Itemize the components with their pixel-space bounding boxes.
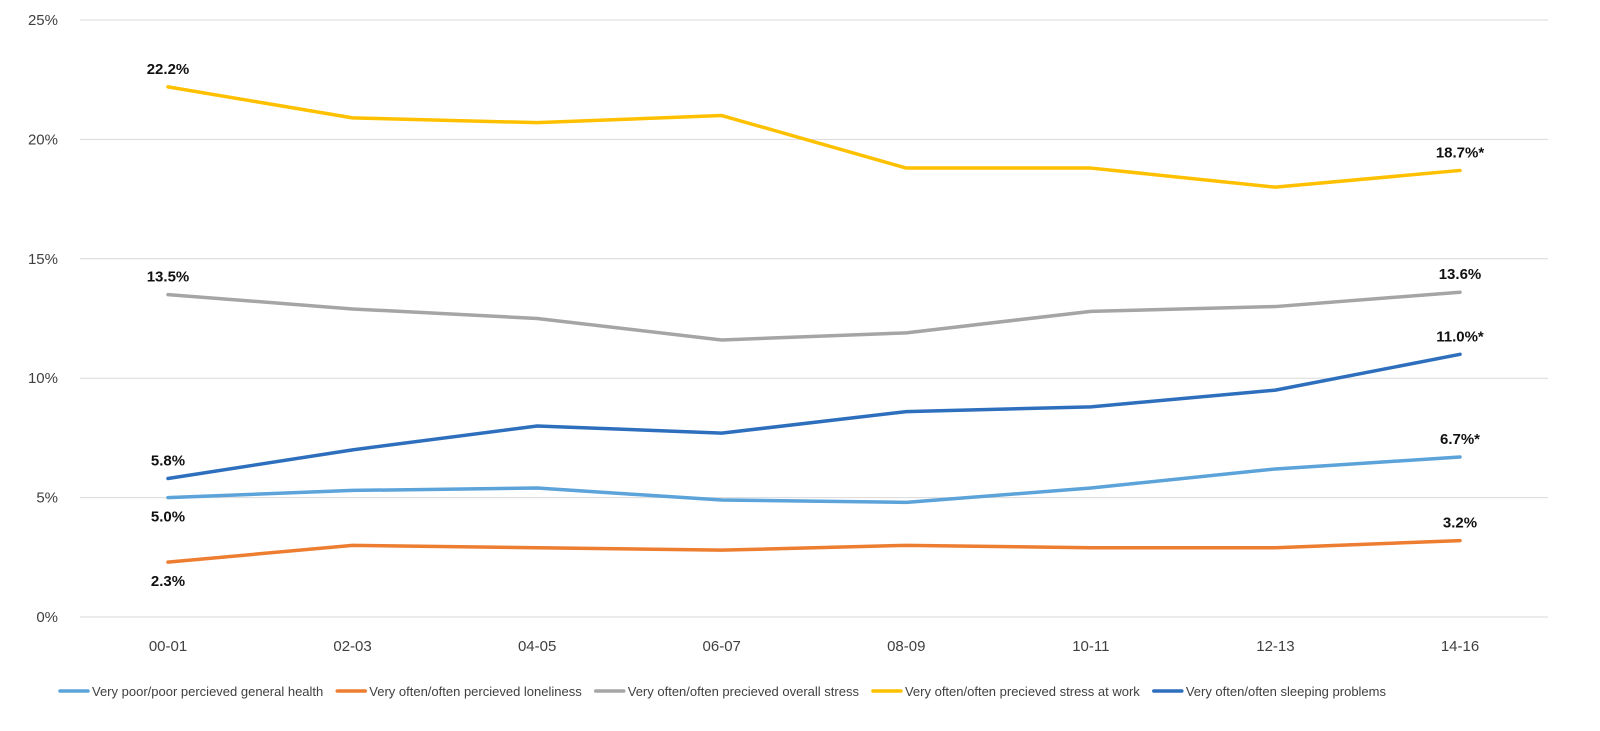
legend: Very poor/poor percieved general health V… xyxy=(58,684,1387,699)
y-tick-label: 25% xyxy=(28,12,58,29)
legend-label: Very poor/poor percieved general health xyxy=(92,684,323,699)
series-line-very-often-often-percieved-loneliness xyxy=(166,538,1462,564)
series-line-very-poor-poor-percieved-general-health xyxy=(166,455,1462,505)
legend-item-very-often-often-sleeping-problems: Very often/often sleeping problems xyxy=(1152,684,1387,699)
legend-item-very-often-often-precieved-stress-at-work: Very often/often precieved stress at wor… xyxy=(871,684,1140,699)
legend-label: Very often/often precieved overall stres… xyxy=(628,684,860,699)
series-line-very-often-often-precieved-stress-at-work xyxy=(166,85,1462,189)
data-label: 22.2% xyxy=(147,61,190,78)
data-label: 3.2% xyxy=(1443,515,1477,532)
x-tick-label: 00-01 xyxy=(149,638,187,655)
data-label: 2.3% xyxy=(151,573,185,590)
y-tick-label: 5% xyxy=(36,490,58,507)
x-tick-label: 10-11 xyxy=(1072,638,1109,655)
series-lines xyxy=(166,85,1462,564)
y-tick-label: 10% xyxy=(28,370,58,387)
legend-item-very-often-often-precieved-overall-stress: Very often/often precieved overall stres… xyxy=(593,684,860,699)
y-axis-tick-labels: 0% 5% 10% 15% 20% 25% xyxy=(28,12,58,626)
legend-label: Very often/often percieved loneliness xyxy=(369,684,582,699)
legend-item-very-poor-poor-percieved-general-health: Very poor/poor percieved general health xyxy=(58,684,323,699)
legend-item-very-often-often-percieved-loneliness: Very often/often percieved loneliness xyxy=(335,684,582,699)
y-tick-label: 20% xyxy=(28,131,58,148)
x-tick-label: 06-07 xyxy=(703,638,741,655)
data-label: 5.0% xyxy=(151,509,185,526)
legend-label: Very often/often precieved stress at wor… xyxy=(905,684,1140,699)
data-label: 18.7%* xyxy=(1436,144,1485,161)
data-labels: 5.0% 6.7%* 2.3% 3.2% 13.5% 13.6% 22.2% 18.7%* 5.… xyxy=(147,61,1485,590)
series-line-very-often-often-sleeping-problems xyxy=(166,352,1462,481)
gridlines xyxy=(80,19,1548,618)
data-label: 11.0%* xyxy=(1436,328,1484,345)
data-label: 6.7%* xyxy=(1440,431,1480,448)
x-tick-label: 04-05 xyxy=(518,638,556,655)
data-label: 13.5% xyxy=(147,269,190,286)
y-tick-label: 15% xyxy=(28,251,58,268)
data-label: 13.6% xyxy=(1439,266,1482,283)
x-tick-label: 08-09 xyxy=(887,638,925,655)
x-axis-tick-labels: 00-01 02-03 04-05 06-07 08-09 10-11 12-13 14-16 xyxy=(149,638,1479,655)
x-tick-label: 02-03 xyxy=(333,638,371,655)
series-line-very-often-often-precieved-overall-stress xyxy=(166,290,1462,342)
data-label: 5.8% xyxy=(151,452,185,469)
x-tick-label: 14-16 xyxy=(1441,638,1479,655)
x-tick-label: 12-13 xyxy=(1256,638,1294,655)
legend-label: Very often/often sleeping problems xyxy=(1186,684,1387,699)
y-tick-label: 0% xyxy=(36,609,58,626)
